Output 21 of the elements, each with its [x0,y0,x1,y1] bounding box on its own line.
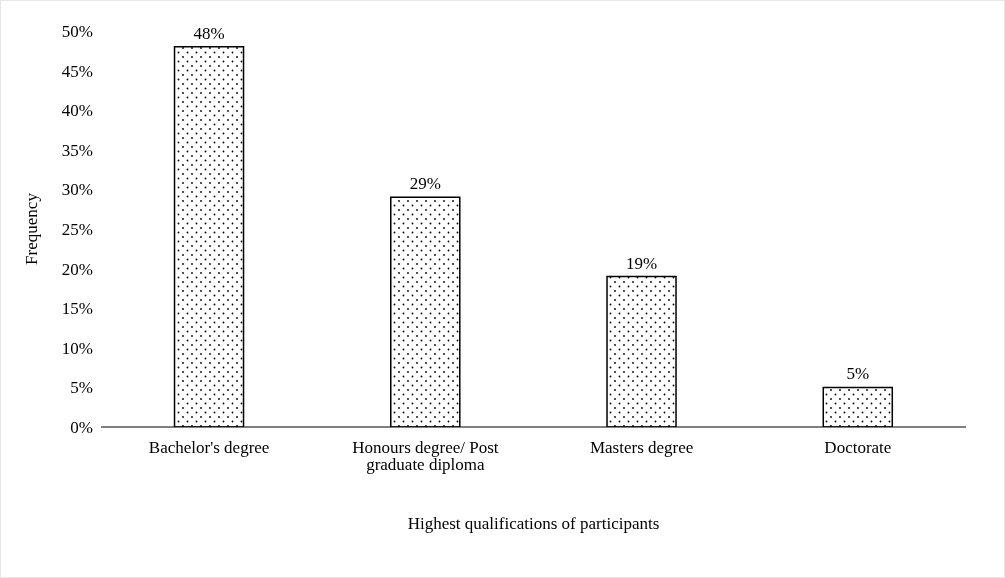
x-axis-title: Highest qualifications of participants [407,514,660,533]
y-tick-label: 35% [61,140,93,160]
y-tick-label: 10% [61,338,93,358]
y-tick-label: 45% [61,61,93,81]
y-tick-label: 50% [61,22,93,42]
data-label: 48% [193,23,225,43]
y-axis-title: Frequency [22,192,42,265]
x-tick-label: Doctorate [824,438,892,458]
x-tick-label: Bachelor's degree [148,438,270,458]
y-tick-label: 0% [70,418,93,438]
y-tick-label: 5% [70,378,93,398]
y-tick-label: 25% [61,220,93,240]
y-tick-label: 15% [61,299,93,319]
y-tick-label: 20% [61,259,93,279]
data-label: 5% [846,364,870,384]
data-label: 29% [409,174,441,194]
y-tick-label: 30% [61,180,93,200]
data-label: 19% [625,253,658,273]
x-tick-label: Masters degree [589,438,694,458]
y-tick-label: 40% [61,101,93,121]
x-tick-label: Honours degree/ Post graduate diploma [352,438,499,475]
